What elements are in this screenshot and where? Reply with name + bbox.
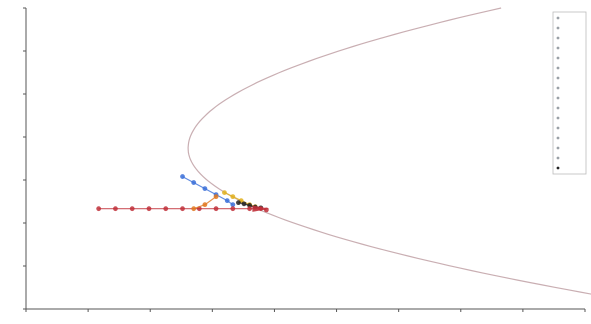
- legend-marker: [556, 126, 560, 130]
- data-point: [236, 200, 241, 206]
- data-point: [222, 190, 227, 196]
- legend-marker: [556, 96, 560, 100]
- data-point: [129, 206, 135, 212]
- data-point: [230, 194, 236, 200]
- series-orange: [191, 194, 219, 212]
- series-layer: [96, 174, 270, 213]
- legend: [552, 11, 587, 175]
- data-point: [191, 180, 197, 185]
- data-point: [241, 201, 247, 207]
- legend-marker: [556, 146, 560, 150]
- data-point: [202, 186, 208, 192]
- data-point: [247, 206, 253, 212]
- parabola-path: [187, 7, 591, 295]
- data-point: [224, 198, 230, 204]
- legend-box: [552, 11, 587, 175]
- data-point: [163, 206, 169, 212]
- legend-marker: [556, 66, 560, 70]
- legend-marker: [556, 86, 560, 90]
- data-point: [180, 206, 185, 212]
- data-point: [96, 206, 102, 212]
- data-point: [113, 206, 118, 212]
- data-point: [180, 174, 185, 179]
- legend-marker: [556, 166, 560, 170]
- parabola-curve: [187, 7, 591, 295]
- legend-marker: [556, 16, 560, 20]
- legend-marker: [556, 76, 560, 80]
- legend-marker: [556, 116, 560, 120]
- data-point: [213, 206, 219, 212]
- data-point: [230, 206, 236, 212]
- legend-marker: [556, 156, 560, 160]
- legend-marker: [556, 56, 560, 60]
- legend-marker: [556, 106, 560, 110]
- data-point: [213, 194, 219, 200]
- data-point: [230, 202, 236, 208]
- legend-marker: [556, 36, 560, 40]
- data-point: [146, 206, 152, 212]
- data-point: [191, 206, 197, 212]
- arrow-head: [252, 205, 270, 212]
- data-point: [202, 202, 208, 208]
- legend-marker: [556, 46, 560, 50]
- axes: [23, 7, 586, 312]
- legend-marker: [556, 136, 560, 140]
- legend-marker: [556, 26, 560, 30]
- series-red: [96, 206, 269, 213]
